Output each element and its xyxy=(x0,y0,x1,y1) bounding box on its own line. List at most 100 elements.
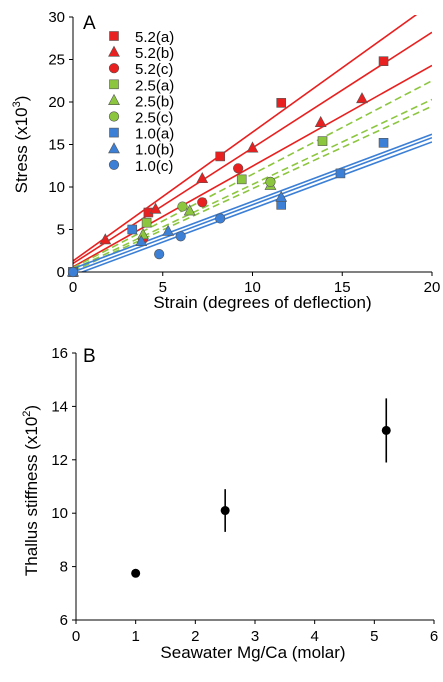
data-point-5.2(c) xyxy=(233,163,244,174)
data-point-5.2(b) xyxy=(99,233,112,245)
panel-b-x-tick-label: 2 xyxy=(191,628,199,645)
legend-label: 1.0(a) xyxy=(135,126,174,143)
panel-b-x-axis-label: Seawater Mg/Ca (molar) xyxy=(160,643,345,662)
panel-b-x-tick-label: 0 xyxy=(72,628,80,645)
data-point-5.2(a) xyxy=(378,56,389,67)
data-point-5.2(b) xyxy=(246,141,259,153)
data-point-2.5(a) xyxy=(236,174,247,185)
panel-a-y-axis-label: Stress (x103) xyxy=(11,96,31,194)
panel-b-y-tick-label: 10 xyxy=(51,505,68,522)
data-point-1.0(a) xyxy=(378,138,389,148)
data-point-5.2(b) xyxy=(196,172,209,184)
panel-a-y-label-close: ) xyxy=(12,96,31,102)
legend-label: 2.5(c) xyxy=(135,110,173,127)
legend-label: 5.2(c) xyxy=(135,61,173,78)
data-point-1.0(a) xyxy=(335,168,346,179)
panel-b-x-tick-label: 5 xyxy=(370,628,378,645)
data-point-1.0(c) xyxy=(215,213,226,224)
fit-line-5.2(c) xyxy=(73,64,432,268)
panel-a-legend: 5.2(a)5.2(b)5.2(c)2.5(a)2.5(b)2.5(c)1.0(… xyxy=(108,29,174,175)
panel-b-x-tick-label: 6 xyxy=(430,628,438,645)
legend-label: 5.2(a) xyxy=(135,29,174,46)
legend-marker-2.5(c) xyxy=(108,111,120,122)
data-point xyxy=(220,506,230,516)
panel-b-y-tick-label: 12 xyxy=(51,452,68,469)
panel-b-y-label-exp: 2 xyxy=(21,411,33,417)
panel-b-points xyxy=(131,398,391,578)
legend-label: 2.5(a) xyxy=(135,77,174,94)
fit-line-2.5(c) xyxy=(73,105,432,272)
fit-line-2.5(b) xyxy=(73,98,432,271)
panel-a-x-axis-label: Strain (degrees of deflection) xyxy=(153,293,371,312)
panel-b-y-tick-label: 14 xyxy=(51,398,68,415)
panel-a-y-label-exp: 3 xyxy=(11,101,23,107)
panel-a-points xyxy=(67,56,389,278)
data-point-5.2(a) xyxy=(276,98,287,108)
data-point-1.0(a) xyxy=(127,224,138,235)
panel-a-y-label-main: Stress (x10 xyxy=(12,107,31,193)
fit-line-1.0(a) xyxy=(73,133,432,270)
fit-line-2.5(a) xyxy=(73,80,432,269)
fit-line-1.0(c) xyxy=(79,141,432,272)
data-point-2.5(c) xyxy=(177,201,188,212)
legend-label: 5.2(b) xyxy=(135,45,174,62)
panel-a-x-tick-label: 10 xyxy=(244,279,261,296)
panel-b-label: B xyxy=(83,346,96,367)
data-point-1.0(c) xyxy=(154,249,165,260)
panel-a-chart: 0 5 10 15 20 25 30 0 5 10 15 20 Strain (degrees of d… xyxy=(11,9,441,312)
data-point-5.2(b) xyxy=(356,92,368,104)
panel-b-y-label-main: Thallus stiffness (x10 xyxy=(22,417,41,576)
data-point-5.2(c) xyxy=(197,197,208,208)
data-point-1.0(c) xyxy=(175,231,186,242)
legend-marker-5.2(a) xyxy=(109,31,119,41)
legend-marker-1.0(c) xyxy=(108,159,120,170)
panel-a-fit-lines xyxy=(73,15,432,272)
data-point-1.0(b) xyxy=(275,190,288,202)
panel-a-x-tick-label: 15 xyxy=(334,279,351,296)
legend-marker-2.5(b) xyxy=(108,93,120,105)
data-point-1.0(b) xyxy=(135,234,148,246)
data-point-2.5(a) xyxy=(141,217,152,228)
data-point-5.2(b) xyxy=(314,115,327,127)
panel-b-x-tick-label: 4 xyxy=(310,628,318,645)
data-point xyxy=(381,425,391,435)
data-point-5.2(a) xyxy=(215,151,225,162)
panel-b-y-tick-label: 6 xyxy=(60,612,68,629)
legend-label: 1.0(b) xyxy=(135,142,174,159)
legend-marker-5.2(b) xyxy=(108,45,120,57)
fit-line-1.0(b) xyxy=(73,136,432,272)
panel-a-y-tick-label: 15 xyxy=(48,137,65,154)
data-point-2.5(b) xyxy=(183,204,196,216)
legend-marker-2.5(a) xyxy=(109,79,119,90)
panel-a-y-tick-label: 20 xyxy=(48,94,65,111)
panel-b-x-tick-label: 1 xyxy=(131,628,139,645)
panel-a-y-tick-label: 5 xyxy=(57,222,65,239)
panel-a-y-tick-label: 30 xyxy=(48,9,65,26)
legend-marker-5.2(c) xyxy=(108,63,120,74)
legend-marker-1.0(b) xyxy=(108,142,120,154)
panel-a-x-tick-label: 20 xyxy=(424,279,441,296)
fit-line-5.2(a) xyxy=(73,15,418,262)
panel-a-label: A xyxy=(83,13,96,34)
panel-b-y-label-close: ) xyxy=(22,405,41,411)
data-point-2.5(a) xyxy=(317,136,328,146)
panel-b-y-axis-label: Thallus stiffness (x102) xyxy=(21,405,41,576)
panel-a-x-tick-label: 5 xyxy=(159,279,167,296)
panel-a-x-tick-label: 0 xyxy=(69,279,77,296)
legend-label: 2.5(b) xyxy=(135,93,174,110)
data-point-1.0(c) xyxy=(67,266,79,278)
data-point-1.0(b) xyxy=(162,224,175,236)
panel-b-y-tick-label: 16 xyxy=(51,345,68,362)
data-point xyxy=(131,568,141,578)
data-point-5.2(b) xyxy=(149,202,162,214)
data-point-2.5(c) xyxy=(265,176,276,187)
panel-b-y-tick-label: 8 xyxy=(60,559,68,576)
panel-a-y-tick-label: 10 xyxy=(48,179,65,196)
panel-b-x-tick-label: 3 xyxy=(251,628,259,645)
panel-a-y-tick-label: 25 xyxy=(48,52,65,69)
panel-a-y-tick-label: 0 xyxy=(57,264,65,281)
legend-marker-1.0(a) xyxy=(109,127,119,138)
